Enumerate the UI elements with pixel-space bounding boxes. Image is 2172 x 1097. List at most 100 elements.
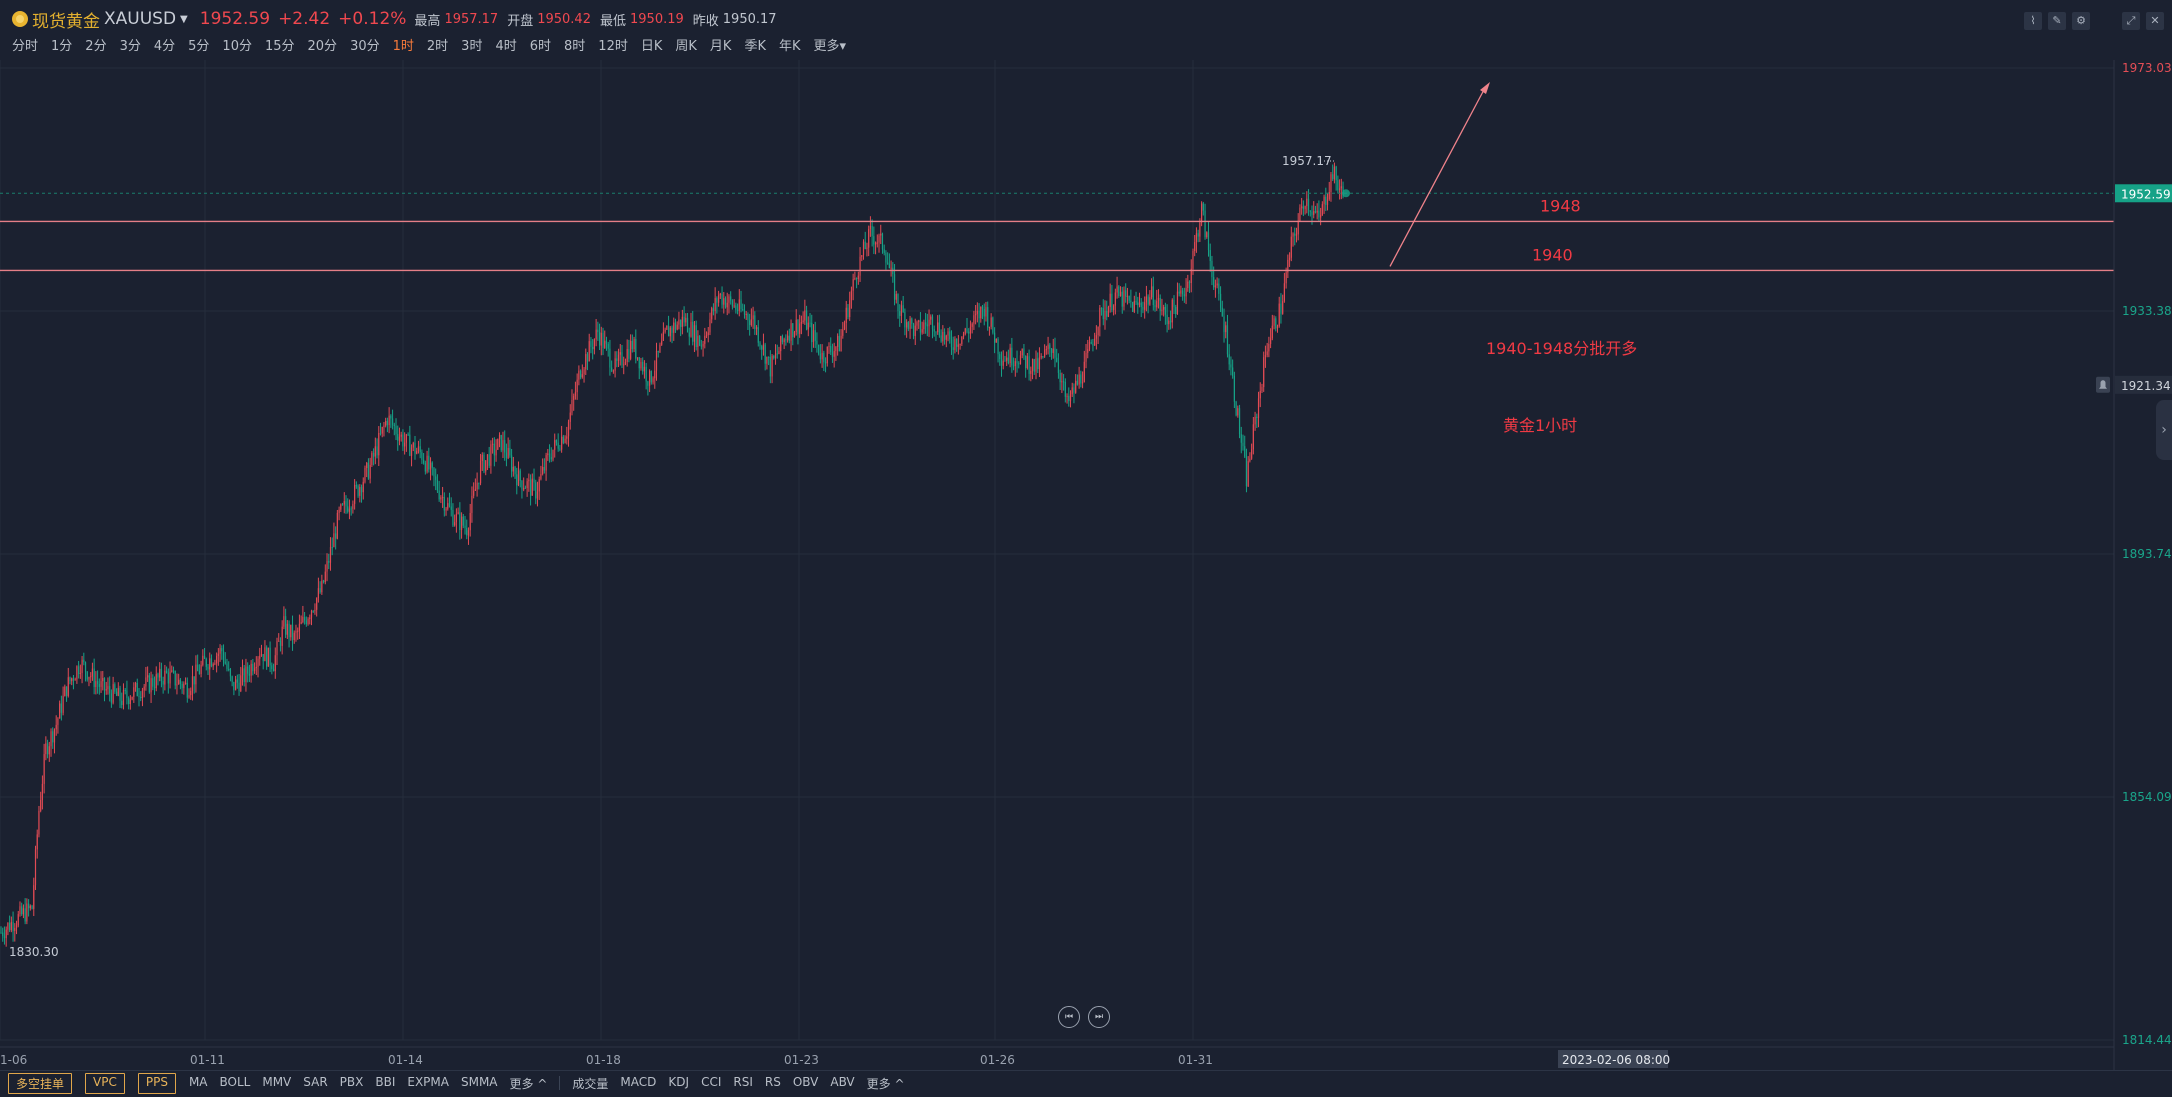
main-indicator-1[interactable]: BOLL	[219, 1074, 251, 1089]
candle	[621, 344, 623, 369]
close-icon[interactable]: ✕	[2146, 12, 2164, 30]
main-indicator-3[interactable]: SAR	[303, 1074, 328, 1089]
candle	[369, 457, 371, 484]
candle-body	[1275, 318, 1277, 329]
candle-body	[531, 478, 533, 496]
period-14[interactable]: 6时	[529, 38, 552, 54]
candle	[417, 440, 420, 454]
main-indicator-5[interactable]: BBI	[375, 1074, 396, 1089]
candle	[1178, 283, 1180, 297]
symbol-dropdown-icon[interactable]: ▼	[180, 13, 188, 25]
candle-body	[341, 504, 344, 506]
candle-body	[623, 364, 625, 366]
period-10[interactable]: 1时	[392, 38, 414, 54]
bottom-button-2[interactable]: PPS	[137, 1072, 176, 1094]
symbol-name[interactable]: 现货黄金	[32, 11, 100, 32]
candle	[272, 663, 275, 672]
candle	[757, 320, 759, 347]
candle	[1164, 302, 1166, 325]
period-15[interactable]: 8时	[564, 38, 586, 54]
candle-body	[923, 322, 925, 330]
period-21[interactable]: 年K	[778, 38, 801, 54]
candle-body	[65, 686, 68, 696]
period-8[interactable]: 20分	[307, 38, 338, 54]
pencil-icon[interactable]: ✎	[2048, 12, 2066, 30]
candle-body	[755, 327, 758, 330]
period-12[interactable]: 3时	[461, 38, 483, 54]
period-7[interactable]: 15分	[264, 38, 295, 54]
sub-indicator-5[interactable]: RS	[764, 1074, 781, 1089]
candle	[262, 653, 264, 670]
settings-icon[interactable]: ⚙	[2072, 12, 2090, 30]
sub-indicator-7[interactable]: ABV	[830, 1074, 855, 1089]
period-13[interactable]: 4时	[495, 38, 517, 54]
scroll-end-button[interactable]: ⏭	[1088, 1006, 1110, 1028]
period-20[interactable]: 季K	[744, 38, 766, 54]
price-tick-1: 1933.38	[2122, 304, 2172, 318]
candle-body	[781, 336, 784, 343]
period-0[interactable]: 分时	[12, 38, 39, 54]
candle-body	[1169, 320, 1172, 323]
candle	[184, 677, 187, 685]
period-1[interactable]: 1分	[51, 38, 73, 54]
period-19[interactable]: 月K	[709, 38, 732, 54]
sub-indicator-3[interactable]: CCI	[701, 1074, 722, 1089]
sub-indicator-4[interactable]: RSI	[733, 1074, 753, 1089]
candle-body	[1316, 210, 1318, 213]
period-5[interactable]: 5分	[188, 38, 210, 54]
sub-indicator-8[interactable]: 更多 ^	[866, 1076, 905, 1091]
main-indicator-6[interactable]: EXPMA	[407, 1074, 449, 1089]
main-indicator-4[interactable]: PBX	[339, 1074, 364, 1089]
candle	[1168, 317, 1170, 330]
candle-body	[718, 295, 720, 303]
period-16[interactable]: 12时	[598, 38, 628, 54]
period-4[interactable]: 4分	[153, 38, 176, 54]
candle	[150, 671, 152, 703]
candle	[502, 431, 504, 458]
bottom-button-1[interactable]: VPC	[85, 1072, 125, 1094]
price-chart[interactable]: 194819401940-1948分批开多黄金1小时1957.171830.30…	[0, 60, 2172, 1070]
period-18[interactable]: 周K	[675, 38, 697, 54]
symbol-code[interactable]: XAUUSD	[104, 9, 177, 29]
candle-body	[985, 307, 987, 317]
candle	[476, 472, 478, 497]
period-11[interactable]: 2时	[426, 38, 449, 54]
candle-body	[766, 356, 768, 364]
period-6[interactable]: 10分	[222, 38, 252, 54]
sub-indicator-2[interactable]: KDJ	[668, 1074, 690, 1089]
side-panel-toggle[interactable]: ›	[2156, 400, 2172, 460]
sub-indicator-1[interactable]: MACD	[620, 1074, 657, 1089]
candle	[968, 328, 970, 343]
candle	[1144, 296, 1146, 319]
indicator-icon[interactable]: ⌇	[2024, 12, 2042, 30]
candle-body	[300, 622, 302, 624]
sub-indicator-0[interactable]: 成交量	[572, 1076, 609, 1091]
period-17[interactable]: 日K	[640, 38, 663, 54]
candle-body	[1118, 286, 1120, 296]
period-9[interactable]: 30分	[350, 38, 380, 54]
main-indicator-0[interactable]: MA	[188, 1074, 208, 1089]
main-indicator-7[interactable]: SMMA	[460, 1074, 498, 1089]
period-22[interactable]: 更多▾	[813, 38, 847, 54]
main-indicator-8[interactable]: 更多 ^	[509, 1076, 548, 1091]
candle	[631, 334, 633, 353]
candle-body	[235, 679, 237, 691]
candle-body	[347, 506, 349, 512]
candle	[692, 310, 694, 346]
candle	[107, 677, 109, 695]
candle-body	[957, 344, 959, 347]
sub-indicator-6[interactable]: OBV	[792, 1074, 819, 1089]
candle	[426, 450, 428, 474]
candle	[1245, 448, 1248, 493]
candle-body	[762, 344, 765, 350]
scroll-start-button[interactable]: ⏮	[1058, 1006, 1080, 1028]
indicator-bar: 多空挂单 VPC PPS MA BOLL MMV SAR PBX BBI EXPMA SMMA 更多…	[0, 1070, 2172, 1095]
main-indicator-2[interactable]: MMV	[262, 1074, 292, 1089]
candle-body	[926, 324, 928, 327]
period-3[interactable]: 3分	[119, 38, 141, 54]
bottom-button-0[interactable]: 多空挂单	[8, 1072, 73, 1094]
candle-body	[1009, 347, 1011, 364]
candle-body	[459, 512, 461, 531]
period-2[interactable]: 2分	[85, 38, 107, 54]
expand-icon[interactable]: ⤢	[2122, 12, 2140, 30]
